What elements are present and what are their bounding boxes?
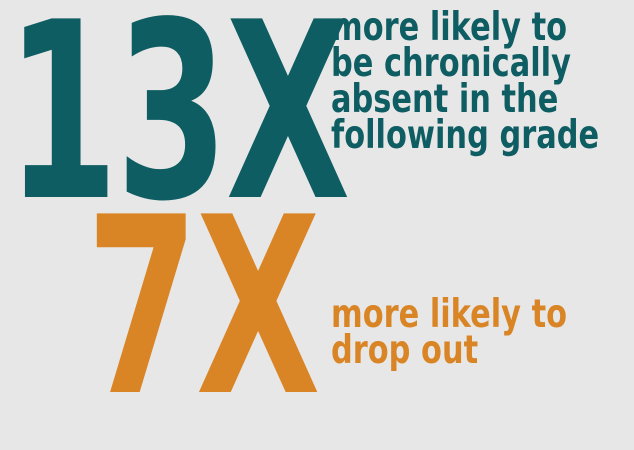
stat-13x-caption-line-1: more likely to — [331, 5, 568, 50]
stat-chronic-absence: 13X more likely to be chronically absent… — [6, 0, 600, 255]
stat-7x-caption: more likely to drop out — [331, 292, 568, 373]
stat-7x-caption-line-1: more likely to — [331, 292, 568, 337]
stat-dropout: 7X more likely to drop out — [86, 185, 568, 430]
stat-13x-caption: more likely to be chronically absent in … — [331, 5, 600, 158]
stat-7x-value: 7X — [86, 165, 321, 450]
stat-13x-caption-line-4: following grade — [331, 113, 600, 158]
stat-7x-caption-line-2: drop out — [331, 328, 479, 373]
stat-13x-caption-line-2: be chronically — [331, 41, 571, 86]
stat-13x-value: 13X — [6, 0, 350, 255]
stat-13x-caption-line-3: absent in the — [331, 77, 559, 122]
